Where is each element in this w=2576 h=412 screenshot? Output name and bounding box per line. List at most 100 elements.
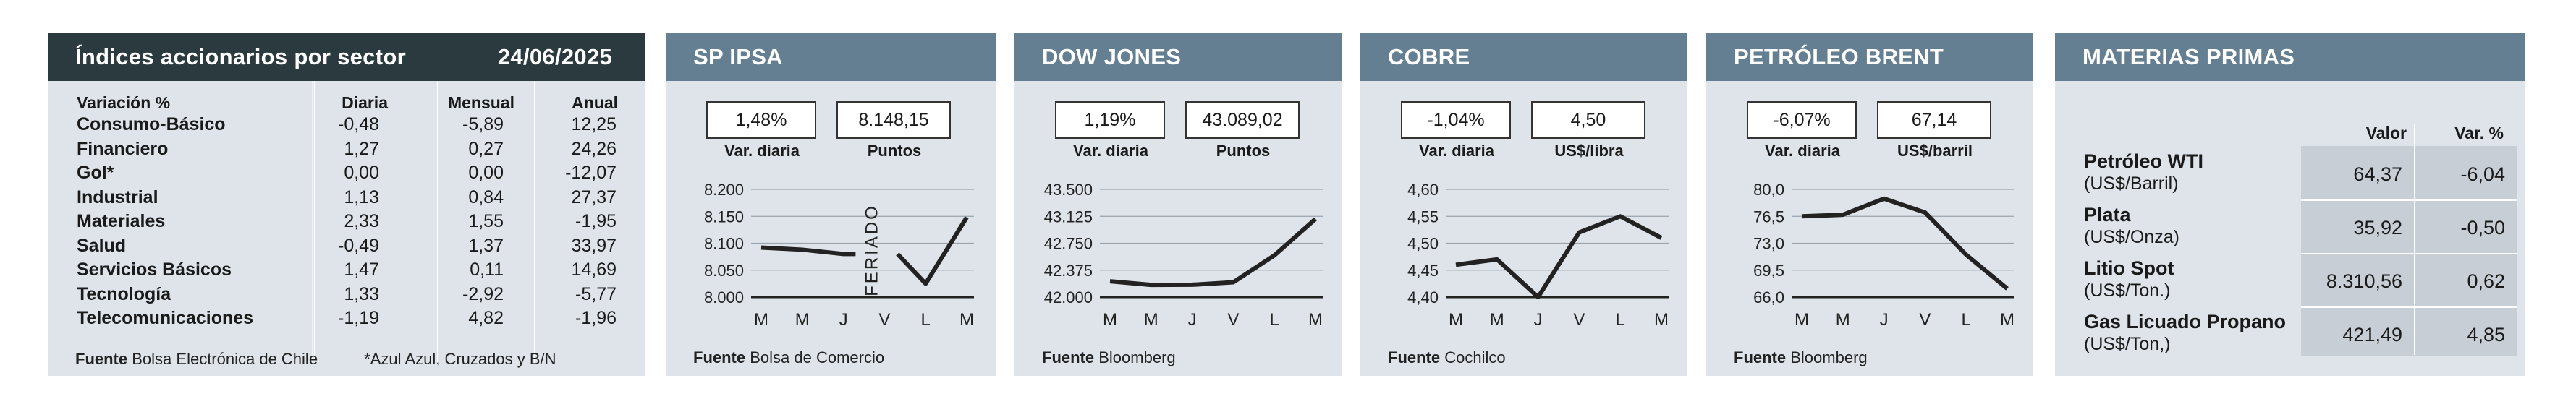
brent-price-label: US$/barril: [1897, 142, 1973, 160]
table-row: Salud -0,49 1,37 33,97: [48, 234, 645, 258]
sector-name: Industrial: [77, 186, 158, 207]
cobre-chart: 4,60 4,55 4,50 4,45 4,40 M M J V L M: [1407, 181, 1669, 330]
value-mensual: 1,55: [468, 211, 504, 231]
brent-price-box: 67,14: [1877, 101, 1991, 139]
header-anual: Anual: [572, 93, 618, 112]
value-mensual: -2,92: [462, 283, 504, 304]
materia-name: Plata: [2084, 204, 2131, 226]
value-anual: 27,37: [571, 186, 617, 207]
sector-name: Consumo-Básico: [77, 114, 226, 134]
sector-name: Gol*: [77, 163, 114, 183]
ipsa-price-box: 8.148,15: [836, 101, 951, 139]
value-diaria: 1,33: [344, 283, 379, 304]
sector-header: Índices accionarios por sector 24/06/202…: [48, 33, 645, 81]
materias-header: MATERIAS PRIMAS: [2055, 33, 2525, 81]
y-tick-label: 8.100: [704, 235, 744, 253]
table-header-row: Variación % Diaria Mensual Anual: [48, 91, 645, 115]
materia-unit: (US$/Onza): [2084, 227, 2179, 247]
materia-var: -6,04: [2460, 163, 2505, 185]
x-tick-label: M: [1144, 310, 1158, 330]
dow-var-label: Var. diaria: [1073, 142, 1148, 160]
sector-name: Servicios Básicos: [77, 259, 232, 280]
header-variacion: Variación %: [77, 93, 171, 112]
x-tick-label: M: [2000, 310, 2014, 330]
row-divider: [2301, 306, 2517, 308]
x-tick-label: J: [1880, 310, 1889, 330]
y-tick-label: 4,55: [1407, 207, 1439, 226]
chart-panel-dow: DOW JONES 1,19% 43.089,02 Var. diaria Puntos…: [1014, 33, 1342, 376]
y-tick-label: 8.050: [704, 262, 744, 280]
value-anual: -1,96: [575, 308, 617, 328]
value-anual: -12,07: [565, 163, 617, 183]
materia-valor: 64,37: [2353, 163, 2402, 185]
value-mensual: 0,00: [468, 163, 504, 183]
chart-panel-cobre: COBRE -1,04% 4,50 Var. diaria US$/libra 4,60 4…: [1360, 33, 1687, 376]
materia-unit: (US$/Ton,): [2084, 334, 2171, 354]
table-row: Materiales 2,33 1,55 -1,95: [48, 210, 645, 233]
y-tick-label: 42.000: [1044, 288, 1093, 306]
table-row: Servicios Básicos 1,47 0,11 14,69: [48, 258, 645, 282]
dow-price-box: 43.089,02: [1185, 101, 1300, 139]
cobre-series-line: [1455, 214, 1663, 299]
sector-name: Financiero: [77, 138, 169, 159]
y-tick-label: 8.200: [704, 181, 744, 199]
sector-title: Índices accionarios por sector: [75, 44, 406, 69]
x-tick-label: L: [921, 310, 931, 330]
x-tick-label: M: [1795, 310, 1809, 330]
ipsa-var-box: 1,48%: [706, 101, 816, 139]
y-tick-label: 73,0: [1753, 235, 1784, 253]
x-tick-label: M: [1308, 310, 1323, 330]
x-tick-label: M: [959, 310, 974, 330]
x-tick-label: M: [1449, 310, 1463, 330]
y-tick-label: 8.000: [704, 288, 744, 306]
header-diaria: Diaria: [342, 93, 388, 112]
table-row: Consumo-Básico -0,48 -5,89 12,25: [48, 113, 645, 137]
table-row: Telecomunicaciones -1,19 4,82 -1,96: [48, 306, 645, 330]
materias-header-valor: Valor: [2365, 124, 2407, 142]
y-tick-label: 8.150: [704, 207, 744, 226]
table-row: Tecnología 1,33 -2,92 -5,77: [48, 283, 645, 306]
y-tick-label: 42.375: [1044, 262, 1093, 280]
y-tick-label: 4,40: [1407, 288, 1439, 306]
y-tick-label: 4,50: [1407, 235, 1439, 253]
table-row: Gol* 0,00 0,00 -12,07: [48, 161, 645, 185]
brent-source: Fuente Bloomberg: [1734, 348, 1868, 366]
value-diaria: 1,13: [344, 186, 379, 207]
chart-panel-brent: PETRÓLEO BRENT -6,07% 67,14 Var. diaria US$/…: [1706, 33, 2033, 376]
materia-name: Litio Spot: [2084, 257, 2174, 279]
sector-name: Materiales: [77, 211, 166, 231]
value-mensual: -5,89: [462, 114, 504, 134]
value-diaria: -1,19: [338, 308, 379, 328]
value-mensual: 0,11: [470, 259, 504, 280]
x-tick-label: V: [1919, 310, 1931, 330]
ipsa-series-line: [896, 216, 969, 286]
value-mensual: 4,82: [468, 308, 504, 328]
chart-panel-ipsa: SP IPSA 1,48% 8.148,15 Var. diaria Puntos 8.2…: [666, 33, 996, 376]
ipsa-var-label: Var. diaria: [724, 142, 800, 160]
value-mensual: 1,37: [468, 235, 504, 256]
sector-date: 24/06/2025: [497, 44, 612, 69]
materia-var: 4,85: [2467, 324, 2505, 346]
header-mensual: Mensual: [447, 93, 514, 112]
x-tick-label: M: [1836, 310, 1850, 330]
x-tick-label: V: [878, 310, 890, 330]
table-row: Industrial 1,13 0,84 27,37: [48, 186, 645, 210]
x-tick-label: J: [839, 310, 848, 330]
sector-name: Tecnología: [77, 283, 171, 304]
x-tick-label: L: [1616, 310, 1625, 330]
value-diaria: 0,00: [344, 163, 379, 183]
value-diaria: 1,27: [344, 138, 379, 159]
x-tick-label: J: [1188, 310, 1197, 330]
col-divider: [314, 81, 315, 363]
ipsa-chart: 8.200 8.150 8.100 8.050 8.000 M M J V L M FERIADO: [704, 181, 974, 330]
materia-var: -0,50: [2460, 217, 2505, 239]
cobre-source: Fuente Cochilco: [1388, 348, 1506, 366]
cobre-var-label: Var. diaria: [1419, 142, 1494, 160]
value-diaria: -0,49: [338, 235, 379, 256]
dow-header: DOW JONES: [1014, 33, 1342, 81]
row-divider: [2301, 199, 2517, 201]
dow-source: Fuente Bloomberg: [1042, 348, 1176, 366]
sector-note: *Azul Azul, Cruzados y B/N: [364, 350, 556, 368]
value-anual: 12,25: [571, 114, 617, 134]
dow-chart: 43.500 43.125 42.750 42.375 42.000 M M J V L M: [1044, 181, 1323, 330]
